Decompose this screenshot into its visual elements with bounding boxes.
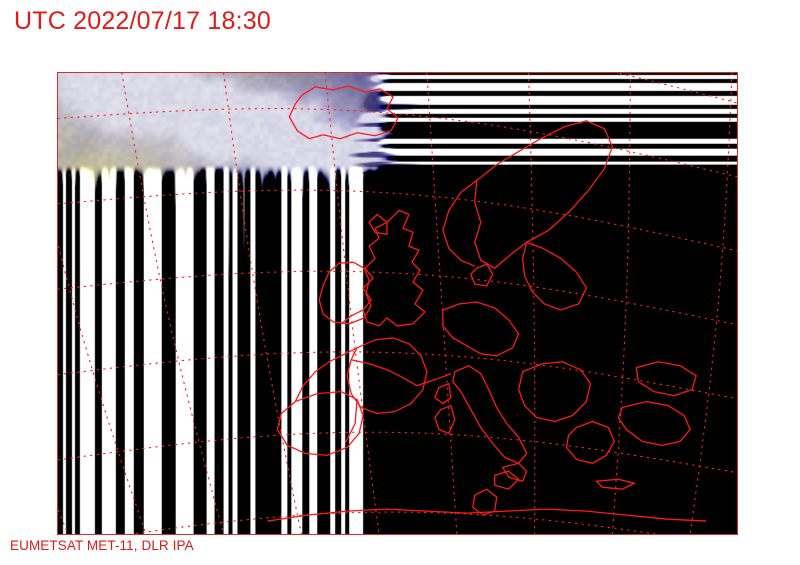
page-title: UTC 2022/07/17 18:30 [14, 7, 271, 35]
satellite-image-panel[interactable] [57, 72, 738, 535]
satellite-image [58, 73, 737, 534]
attribution-label: EUMETSAT MET-11, DLR IPA [10, 538, 194, 553]
